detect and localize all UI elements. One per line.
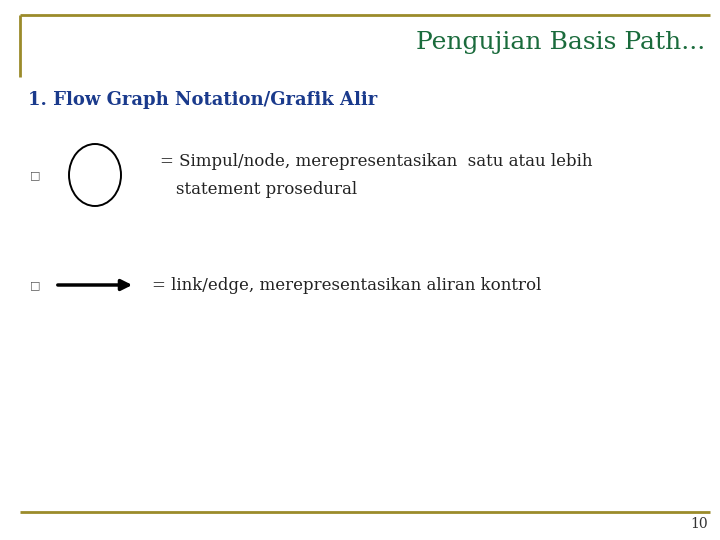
Text: = link/edge, merepresentasikan aliran kontrol: = link/edge, merepresentasikan aliran ko… [152,276,541,294]
Text: = Simpul/node, merepresentasikan  satu atau lebih: = Simpul/node, merepresentasikan satu at… [160,153,593,171]
Text: □: □ [30,170,40,180]
Text: 1. Flow Graph Notation/Grafik Alir: 1. Flow Graph Notation/Grafik Alir [28,91,377,109]
Text: 10: 10 [690,517,708,531]
Text: □: □ [30,280,40,290]
Text: Pengujian Basis Path...: Pengujian Basis Path... [415,30,705,53]
Text: statement prosedural: statement prosedural [176,181,357,199]
